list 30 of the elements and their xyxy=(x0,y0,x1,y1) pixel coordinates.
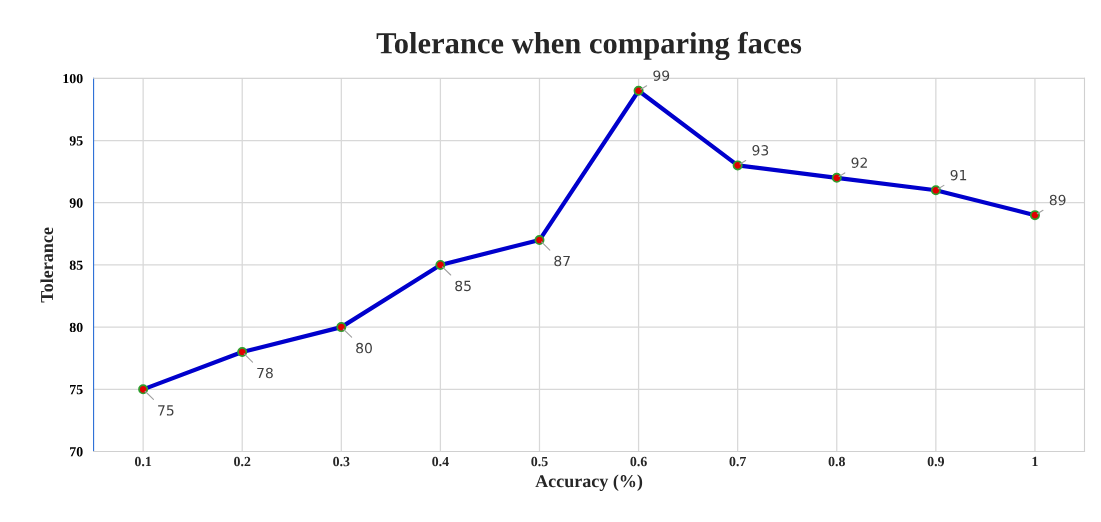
data-label: 89 xyxy=(1049,194,1066,206)
x-tick-label: 0.3 xyxy=(333,456,350,467)
data-label: 93 xyxy=(752,145,769,156)
data-label: 80 xyxy=(356,342,372,354)
y-tick-label: 75 xyxy=(70,385,83,395)
data-label: 99 xyxy=(653,70,670,81)
y-tick-label: 85 xyxy=(69,260,83,270)
x-tick-label: 0.9 xyxy=(927,456,945,467)
data-label: 75 xyxy=(158,405,174,416)
x-tick-label: 0.4 xyxy=(432,456,449,467)
x-tick-label: 0.1 xyxy=(134,456,152,467)
x-tick-label: 0.5 xyxy=(531,456,548,467)
y-tick-label: 80 xyxy=(69,322,83,333)
x-tick-label: 1 xyxy=(1032,456,1038,467)
data-label: 92 xyxy=(851,157,867,168)
data-label: 91 xyxy=(950,169,967,181)
x-tick-label: 0.8 xyxy=(828,456,845,467)
x-tick-label: 0.6 xyxy=(630,456,647,467)
y-tick-label: 100 xyxy=(63,73,83,84)
x-tick-label: 0.7 xyxy=(729,456,747,467)
chart-title: Tolerance when comparing faces xyxy=(376,31,802,61)
y-tick-label: 95 xyxy=(69,136,83,146)
y-axis-title: Tolerance xyxy=(40,227,54,303)
data-label: 78 xyxy=(257,367,273,379)
y-tick-label: 70 xyxy=(70,447,83,457)
x-tick-label: 0.2 xyxy=(234,456,251,467)
y-tick-label: 90 xyxy=(69,198,83,208)
x-axis-title: Accuracy (%) xyxy=(535,474,643,491)
data-label: 85 xyxy=(455,280,471,292)
data-label: 87 xyxy=(554,255,570,267)
